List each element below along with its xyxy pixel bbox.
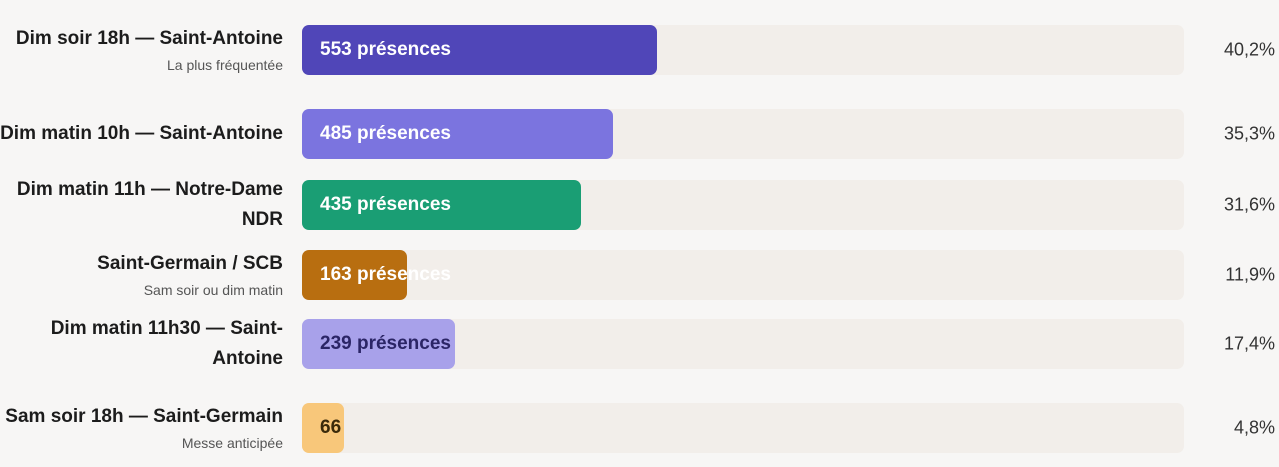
bar (302, 180, 581, 230)
percent-label: 35,3% (1223, 123, 1275, 144)
percent-label: 11,9% (1225, 264, 1275, 285)
row-title: Dim matin 10h — Saint-Antoine (0, 123, 283, 144)
bar (302, 25, 657, 75)
percent-label: 17,4% (1223, 333, 1275, 354)
row-title: Dim matin 11h30 — Saint-Antoine (50, 318, 283, 369)
row-label: Saint-Germain / SCB Sam soir ou dim matin (0, 249, 283, 301)
row-label: Dim soir 18h — Saint-Antoine La plus fréq… (0, 24, 283, 76)
bar-value-label: 66 (320, 417, 342, 438)
bar-value-label: 435 présences (320, 194, 451, 215)
bar-value-label: 485 présences (320, 123, 451, 144)
row-title: Dim matin 11h — Notre-Dame NDR (16, 179, 283, 230)
row-label: Dim matin 11h30 — Saint-Antoine (0, 314, 283, 374)
row-label: Sam soir 18h — Saint-Germain Messe antici… (0, 402, 283, 454)
percent-label: 31,6% (1223, 194, 1275, 215)
row-title: Saint-Germain / SCB (97, 253, 283, 274)
bar-track: 435 présences (302, 180, 1184, 230)
bar-track: 66 (302, 403, 1184, 453)
row-subtitle: Messe anticipée (181, 435, 283, 451)
bar-value-label: 239 présences (320, 333, 451, 354)
bar-track: 485 présences (302, 109, 1184, 159)
percent-label: 4,8% (1233, 417, 1275, 438)
row-subtitle: La plus fréquentée (167, 57, 283, 73)
bar (302, 319, 456, 369)
row-title: Sam soir 18h — Saint-Germain (5, 406, 283, 427)
bar-track: 239 présences (302, 319, 1184, 369)
bar-track: 553 présences (302, 25, 1184, 75)
bar-track: 163 présences (302, 250, 1184, 300)
bar-value-label: 553 présences (320, 39, 451, 60)
row-title: Dim soir 18h — Saint-Antoine (15, 28, 283, 49)
percent-label: 40,2% (1223, 39, 1275, 60)
bar (302, 250, 407, 300)
bar (302, 403, 345, 453)
bar-value-label: 163 présences (320, 264, 451, 285)
row-label: Dim matin 10h — Saint-Antoine (0, 119, 283, 149)
row-subtitle: Sam soir ou dim matin (143, 282, 283, 298)
row-label: Dim matin 11h — Notre-Dame NDR (0, 175, 283, 235)
bar (302, 109, 614, 159)
